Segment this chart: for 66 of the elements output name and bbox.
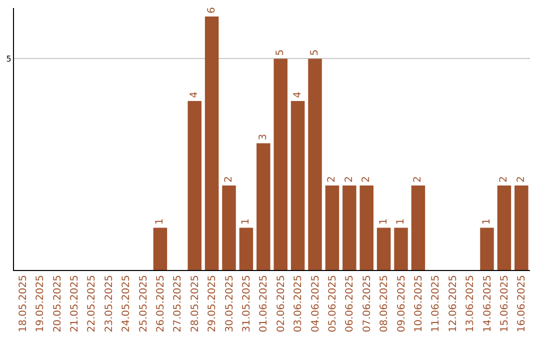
x-tick-label: 24.05.2025 (121, 275, 132, 332)
data-label: 6 (206, 7, 218, 14)
x-tick-label: 30.05.2025 (224, 275, 236, 332)
x-tick-label: 02.06.2025 (276, 275, 287, 332)
x-tick-label: 08.06.2025 (379, 275, 390, 332)
bar (342, 185, 356, 270)
bar (360, 185, 374, 270)
bar (325, 185, 340, 270)
bar (274, 58, 288, 270)
data-label: 2 (326, 176, 338, 182)
x-tick-label: 25.05.2025 (138, 275, 150, 332)
bar (256, 143, 270, 270)
bar (308, 58, 322, 270)
x-tick-label: 01.06.2025 (258, 275, 270, 332)
x-tick-label: 16.06.2025 (516, 275, 528, 332)
x-tick-label: 10.06.2025 (413, 275, 424, 332)
bar (188, 100, 202, 270)
x-tick-label: 26.05.2025 (155, 275, 166, 332)
data-label: 5 (275, 49, 286, 56)
data-label: 2 (361, 176, 372, 182)
bar (222, 185, 236, 270)
x-tick-label: 27.05.2025 (172, 275, 184, 332)
x-tick-label: 20.05.2025 (52, 275, 64, 332)
x-tick-label: 06.06.2025 (344, 275, 356, 332)
x-tick-label: 09.06.2025 (396, 275, 408, 332)
bar (514, 185, 528, 270)
x-tick-label: 23.05.2025 (104, 275, 115, 332)
bar (411, 185, 426, 270)
x-tick-label: 12.06.2025 (448, 275, 459, 332)
x-tick-label: 21.05.2025 (69, 275, 80, 332)
x-tick-label: 31.05.2025 (241, 275, 252, 332)
data-label: 4 (292, 92, 304, 98)
data-label: 3 (258, 134, 269, 140)
data-label: 2 (498, 176, 510, 182)
bar (497, 185, 512, 270)
data-label: 2 (344, 176, 355, 182)
bar (204, 16, 219, 270)
x-tick-label: 03.06.2025 (293, 275, 304, 332)
data-label: 1 (378, 218, 390, 225)
data-label: 2 (224, 176, 234, 182)
x-tick-label: 15.06.2025 (499, 275, 510, 332)
data-label: 1 (396, 218, 406, 225)
data-label: 1 (154, 218, 166, 225)
bar (153, 228, 168, 270)
x-tick-label: 07.06.2025 (362, 275, 373, 332)
data-label: 4 (189, 92, 200, 98)
x-tick-label: 28.05.2025 (190, 275, 201, 332)
x-tick-label: 11.06.2025 (430, 275, 442, 332)
data-label: 1 (240, 218, 252, 225)
bar (290, 100, 305, 270)
bar (394, 228, 408, 270)
x-tick-label: 29.05.2025 (207, 275, 218, 332)
data-label: 1 (482, 218, 492, 225)
data-label: 2 (516, 176, 527, 182)
x-tick-label: 05.06.2025 (327, 275, 338, 332)
x-tick-label: 19.05.2025 (35, 275, 46, 332)
bar (376, 228, 391, 270)
x-tick-label: 18.05.2025 (18, 275, 29, 332)
x-tick-label: 14.06.2025 (482, 275, 494, 332)
x-tick-label: 04.06.2025 (310, 275, 322, 332)
bar (239, 228, 254, 270)
x-tick-label: 22.05.2025 (86, 275, 98, 332)
data-label: 2 (412, 176, 424, 182)
data-label: 5 (310, 49, 320, 56)
bar (480, 228, 494, 270)
x-tick-label: 13.06.2025 (465, 275, 476, 332)
